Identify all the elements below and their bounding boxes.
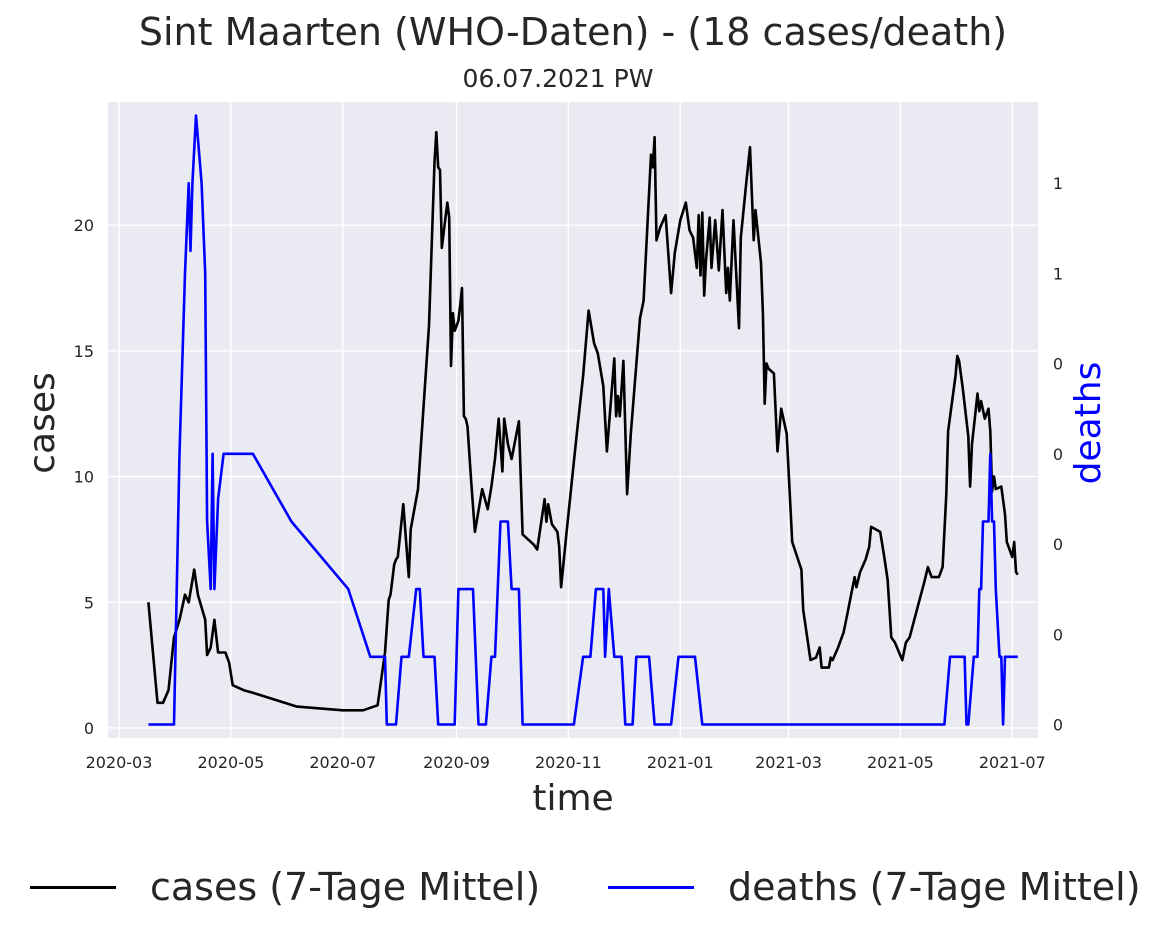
- x-tick-label: 2020-09: [423, 753, 490, 772]
- x-tick-label: 2021-05: [867, 753, 934, 772]
- y2-tick-label: 1: [1053, 174, 1063, 193]
- y-axis-label: cases: [22, 372, 63, 474]
- legend-item-deaths: deaths (7-Tage Mittel): [608, 862, 1141, 912]
- y-tick-label: 15: [74, 342, 94, 361]
- y-tick-label: 0: [84, 719, 94, 738]
- deaths-series-line: [148, 114, 1018, 726]
- y2-tick-label: 0: [1053, 715, 1063, 734]
- cases-series-line: [147, 130, 1019, 712]
- legend-item-cases: cases (7-Tage Mittel): [30, 862, 540, 912]
- legend-swatch-deaths: [608, 885, 694, 889]
- legend-label-deaths: deaths (7-Tage Mittel): [728, 865, 1141, 909]
- x-tick-label: 2021-01: [647, 753, 714, 772]
- y-tick-label: 10: [74, 468, 94, 487]
- y-tick-label: 5: [84, 593, 94, 612]
- x-tick-label: 2020-03: [86, 753, 153, 772]
- legend-swatch-cases: [30, 885, 116, 889]
- chart-subtitle: 06.07.2021 PW: [462, 64, 654, 93]
- y-tick-label: 20: [74, 216, 94, 235]
- x-tick-label: 2021-03: [755, 753, 822, 772]
- y2-axis-label: deaths: [1068, 362, 1109, 485]
- x-tick-label: 2020-05: [197, 753, 264, 772]
- legend-label-cases: cases (7-Tage Mittel): [150, 865, 541, 909]
- x-axis-label: time: [532, 778, 613, 819]
- y2-tick-label: 1: [1053, 264, 1063, 283]
- y2-tick-label: 0: [1053, 535, 1063, 554]
- legend: cases (7-Tage Mittel) deaths (7-Tage Mit…: [30, 862, 1150, 912]
- y2-tick-label: 0: [1053, 445, 1063, 464]
- y2-tick-label: 0: [1053, 355, 1063, 374]
- series-layer: [147, 114, 1019, 726]
- x-tick-label: 2020-11: [535, 753, 602, 772]
- chart-title: Sint Maarten (WHO-Daten) - (18 cases/dea…: [138, 10, 1008, 54]
- x-tick-label: 2020-07: [309, 753, 376, 772]
- plot-area: [108, 102, 1038, 738]
- x-tick-label: 2021-07: [979, 753, 1046, 772]
- tick-labels: 2020-03 2020-05 2020-07 2020-09 2020-11 2021-…: [74, 174, 1063, 772]
- y2-tick-label: 0: [1053, 625, 1063, 644]
